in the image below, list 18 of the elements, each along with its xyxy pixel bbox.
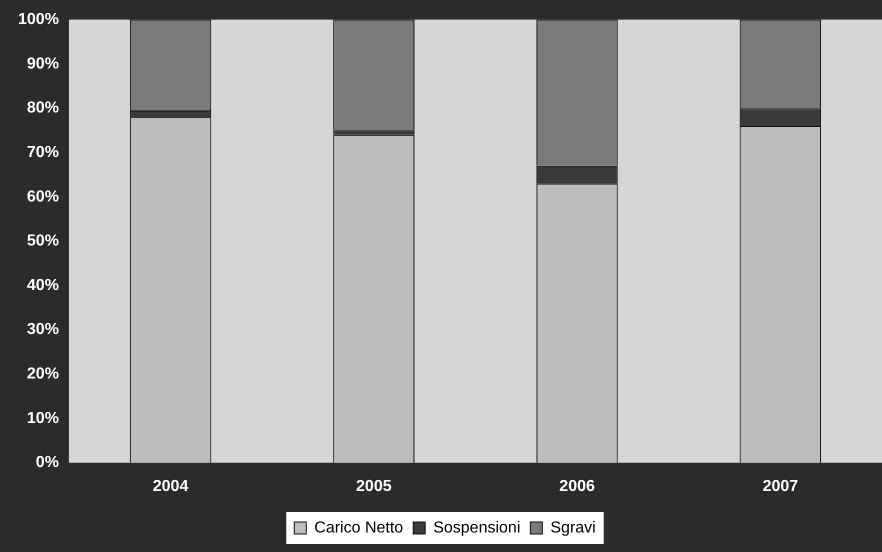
y-tick-label: 80% [26,100,59,117]
y-tick-label: 70% [26,144,59,161]
y-tick-label: 40% [26,276,59,294]
y-tick-label: 50% [26,232,59,250]
y-tick-label: 30% [26,321,59,338]
y-tick-label: 10% [26,410,59,427]
y-tick-label: 20% [26,366,59,383]
legend-label: Carico Netto [314,519,404,536]
y-tick-label: 90% [26,55,59,72]
legend-label: Sgravi [550,519,596,536]
y-tick-label: 0% [36,454,59,472]
x-tick-label: 2006 [559,478,595,495]
x-tick-label: 2005 [356,478,392,495]
legend-label: Sospensioni [433,519,520,536]
y-tick-label: 60% [26,188,59,206]
x-tick-label: 2004 [152,478,188,495]
x-tick-label: 2007 [762,478,798,495]
y-tick-label: 100% [18,11,59,28]
